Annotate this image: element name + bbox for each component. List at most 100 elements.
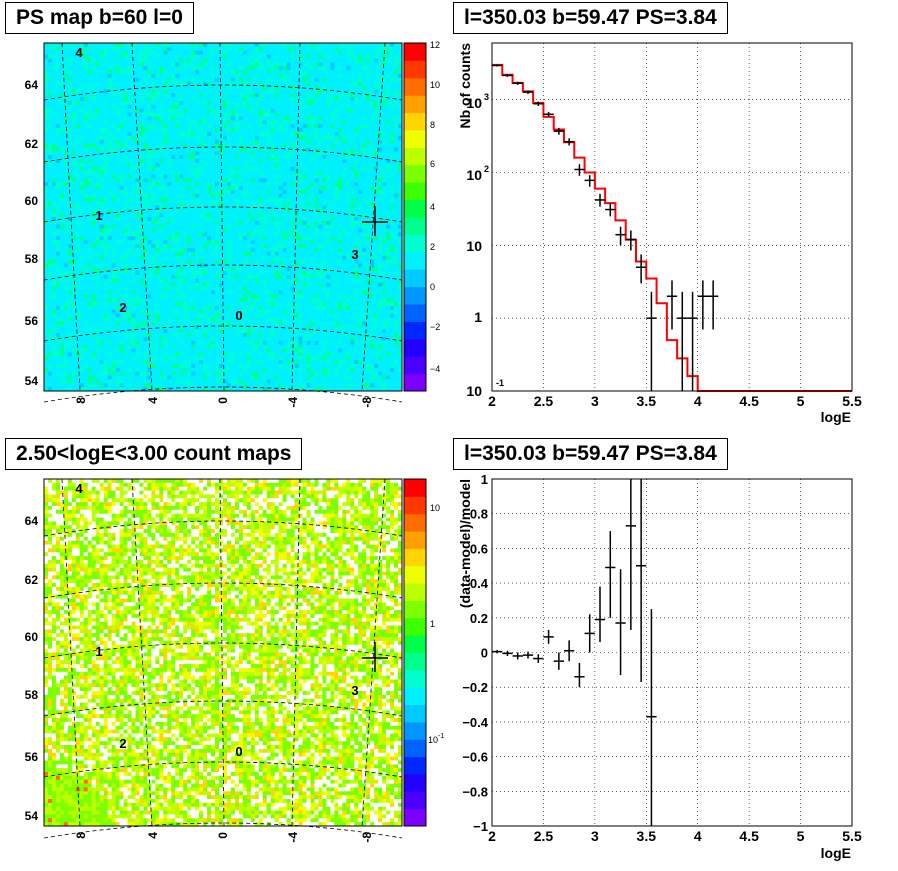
heatmap-cell xyxy=(175,159,180,164)
heatmap-cell xyxy=(234,352,240,357)
heatmap-cell xyxy=(183,50,188,55)
heatmap-cell xyxy=(215,317,220,322)
heatmap-cell xyxy=(99,325,105,330)
heatmap-cell xyxy=(95,236,101,241)
heatmap-cell xyxy=(223,81,228,86)
heatmap-cell xyxy=(262,73,268,79)
heatmap-cell xyxy=(51,209,57,214)
heatmap-cell xyxy=(183,259,188,264)
heatmap-cell xyxy=(139,356,144,361)
heatmap-cell xyxy=(230,228,236,233)
heatmap-cell xyxy=(135,356,140,361)
heatmap-cell xyxy=(47,62,53,67)
heatmap-cell xyxy=(155,240,160,245)
heatmap-cell xyxy=(91,186,97,191)
heatmap-cell xyxy=(63,290,69,295)
heatmap-cell xyxy=(155,66,160,71)
heatmap-cell xyxy=(250,251,256,257)
heatmap-cell xyxy=(199,267,204,272)
heatmap-cell xyxy=(95,340,101,345)
heatmap-cell xyxy=(167,294,172,299)
heatmap-cell xyxy=(183,143,188,148)
heatmap-cell xyxy=(47,50,53,55)
heatmap-cell xyxy=(91,101,97,106)
heatmap-cell xyxy=(83,155,89,160)
heatmap-cell xyxy=(87,275,93,280)
heatmap-cell xyxy=(107,375,113,380)
heatmap-cell xyxy=(246,85,252,90)
heatmap-cell xyxy=(230,104,236,110)
heatmap-cell xyxy=(71,166,77,171)
heatmap-cell xyxy=(143,259,148,264)
heatmap-cell xyxy=(195,251,200,257)
heatmap-cell xyxy=(258,186,264,191)
heatmap-cell xyxy=(258,197,264,202)
heatmap-cell xyxy=(87,228,93,233)
heatmap-cell xyxy=(131,271,136,276)
heatmap-cell xyxy=(139,116,144,121)
heatmap-cell xyxy=(223,62,228,67)
heatmap-cell xyxy=(207,247,212,253)
heatmap-cell xyxy=(95,333,101,338)
heatmap-cell xyxy=(115,220,120,226)
heatmap-cell xyxy=(63,344,69,349)
heatmap-cell xyxy=(151,66,156,71)
heatmap-cell xyxy=(226,77,232,83)
heatmap-cell xyxy=(55,360,61,365)
heatmap-cell xyxy=(187,43,192,48)
heatmap-cell xyxy=(123,336,128,342)
heatmap-cell xyxy=(135,104,140,110)
heatmap-cell xyxy=(99,135,105,141)
heatmap-cell xyxy=(87,271,93,276)
heatmap-cell xyxy=(67,186,73,191)
heatmap-cell xyxy=(258,325,264,330)
heatmap-cell xyxy=(99,305,105,311)
heatmap-cell xyxy=(187,220,192,226)
heatmap-cell xyxy=(95,271,101,276)
heatmap-cell xyxy=(99,267,105,272)
heatmap-cell xyxy=(242,166,248,171)
heatmap-cell xyxy=(234,174,240,179)
heatmap-cell xyxy=(127,383,132,388)
heatmap-cell xyxy=(63,54,69,59)
heatmap-cell xyxy=(226,104,232,110)
heatmap-cell xyxy=(211,77,216,83)
heatmap-cell xyxy=(167,313,172,318)
heatmap-cell xyxy=(44,375,49,380)
heatmap-cell xyxy=(151,143,156,148)
heatmap-cell xyxy=(67,178,73,183)
heatmap-cell xyxy=(215,209,220,214)
heatmap-cell xyxy=(230,213,236,218)
heatmap-cell xyxy=(135,85,140,90)
heatmap-cell xyxy=(83,290,89,295)
heatmap-cell xyxy=(223,286,228,291)
heatmap-cell xyxy=(107,321,113,326)
heatmap-cell xyxy=(131,259,136,264)
heatmap-cell xyxy=(71,97,77,102)
heatmap-cell xyxy=(171,151,176,156)
heatmap-cell xyxy=(119,73,124,79)
heatmap-cell xyxy=(215,73,220,79)
heatmap-cell xyxy=(183,344,188,349)
heatmap-cell xyxy=(147,333,152,338)
heatmap-cell xyxy=(139,108,144,113)
heatmap-cell xyxy=(254,128,260,133)
heatmap-cell xyxy=(230,217,236,222)
heatmap-cell xyxy=(183,112,188,117)
heatmap-cell xyxy=(83,151,89,156)
heatmap-cell xyxy=(51,162,57,168)
heatmap-cell xyxy=(107,201,113,206)
heatmap-cell xyxy=(183,66,188,71)
heatmap-cell xyxy=(179,162,184,168)
heatmap-cell xyxy=(147,112,152,117)
heatmap-cell xyxy=(155,313,160,318)
heatmap-cell xyxy=(159,166,164,171)
heatmap-cell xyxy=(87,186,93,191)
heatmap-cell xyxy=(258,104,264,110)
heatmap-cell xyxy=(155,73,160,79)
heatmap-cell xyxy=(83,104,89,110)
heatmap-cell xyxy=(199,159,204,164)
heatmap-cell xyxy=(242,151,248,156)
heatmap-cell xyxy=(203,360,208,365)
heatmap-cell xyxy=(119,367,124,373)
